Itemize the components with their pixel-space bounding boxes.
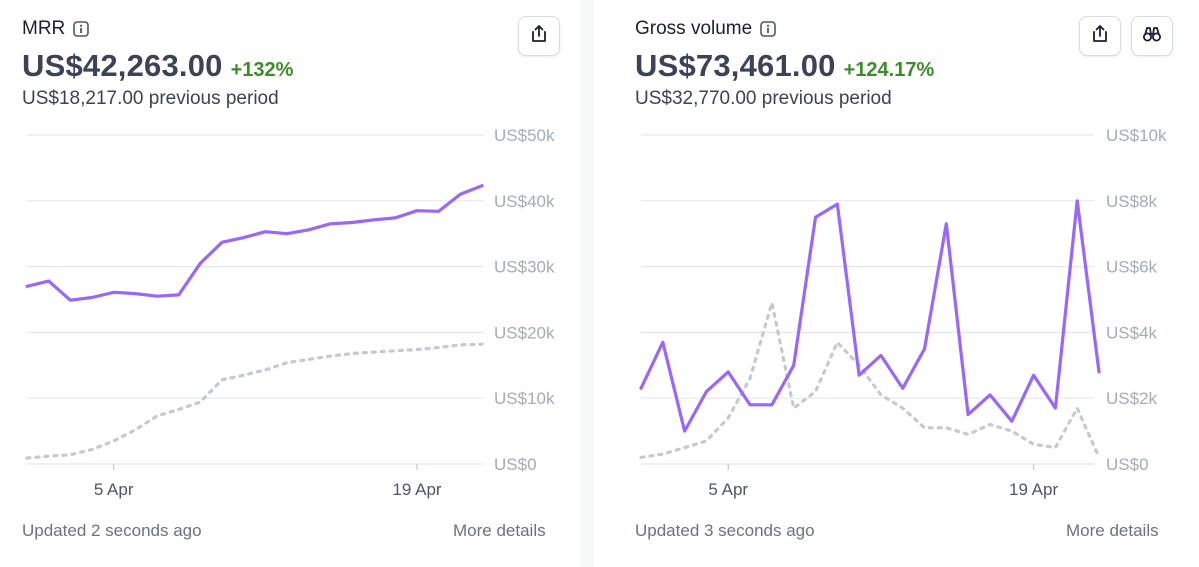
mrr-title-row: MRR bbox=[22, 18, 90, 40]
info-icon[interactable] bbox=[73, 21, 90, 37]
gross-title: Gross volume bbox=[635, 18, 753, 39]
current-period-line bbox=[639, 199, 1101, 433]
gross-title-row: Gross volume bbox=[635, 18, 777, 40]
gross-value: US$73,461.00 bbox=[635, 48, 836, 83]
y-tick-label: US$0 bbox=[494, 455, 537, 474]
x-tick-label: 5 Apr bbox=[94, 480, 134, 499]
mrr-value: US$42,263.00 bbox=[22, 48, 223, 83]
mrr-title: MRR bbox=[22, 18, 66, 39]
y-tick-label: US$20k bbox=[494, 323, 555, 342]
gross-explore-button[interactable] bbox=[1131, 16, 1173, 56]
x-tick-label: 19 Apr bbox=[392, 480, 441, 499]
binoculars-icon bbox=[1142, 25, 1162, 48]
current-period-line bbox=[25, 184, 484, 302]
y-tick-label: US$10k bbox=[494, 389, 555, 408]
x-tick-label: 5 Apr bbox=[708, 480, 748, 499]
gross-share-button[interactable] bbox=[1079, 16, 1121, 56]
gross-updated-status: Updated 3 seconds ago bbox=[635, 521, 815, 540]
y-tick-label: US$0 bbox=[1106, 455, 1149, 474]
mrr-share-button[interactable] bbox=[518, 16, 560, 56]
x-tick-label: 19 Apr bbox=[1009, 480, 1058, 499]
share-icon bbox=[1091, 24, 1109, 49]
info-icon[interactable] bbox=[760, 21, 777, 37]
y-tick-label: US$6k bbox=[1106, 258, 1158, 277]
mrr-card: MRR US$42,263.00 +132% US$18,217.00 prev… bbox=[0, 0, 580, 567]
y-tick-label: US$4k bbox=[1106, 323, 1158, 342]
gross-chart: US$0 US$2k US$4k US$6k US$8k US$10k 5 Apr 19 Ap… bbox=[639, 126, 1167, 499]
gross-previous-period: US$32,770.00 previous period bbox=[635, 88, 892, 109]
mrr-chart: US$0 US$10k US$20k US$30k US$40k US$50k 5 Apr 1… bbox=[25, 126, 555, 499]
mrr-more-details-link[interactable]: More details bbox=[453, 521, 546, 540]
mrr-updated-status: Updated 2 seconds ago bbox=[22, 521, 202, 540]
y-tick-label: US$40k bbox=[494, 192, 555, 211]
previous-period-line bbox=[25, 342, 484, 460]
y-tick-label: US$30k bbox=[494, 258, 555, 277]
y-tick-label: US$2k bbox=[1106, 389, 1158, 408]
gross-value-row: US$73,461.00 +124.17% bbox=[635, 48, 934, 84]
mrr-value-row: US$42,263.00 +132% bbox=[22, 48, 293, 84]
y-tick-label: US$10k bbox=[1106, 126, 1167, 145]
share-icon bbox=[530, 24, 548, 49]
gross-delta-badge: +124.17% bbox=[843, 59, 935, 81]
previous-period-line bbox=[639, 301, 1101, 459]
gross-volume-card: Gross volume US$73,461.00 +124.17% US$32… bbox=[594, 0, 1199, 567]
y-tick-label: US$50k bbox=[494, 126, 555, 145]
mrr-delta-badge: +132% bbox=[230, 59, 294, 81]
card-divider bbox=[580, 0, 594, 567]
y-tick-label: US$8k bbox=[1106, 192, 1158, 211]
mrr-previous-period: US$18,217.00 previous period bbox=[22, 88, 279, 109]
gross-more-details-link[interactable]: More details bbox=[1066, 521, 1159, 540]
